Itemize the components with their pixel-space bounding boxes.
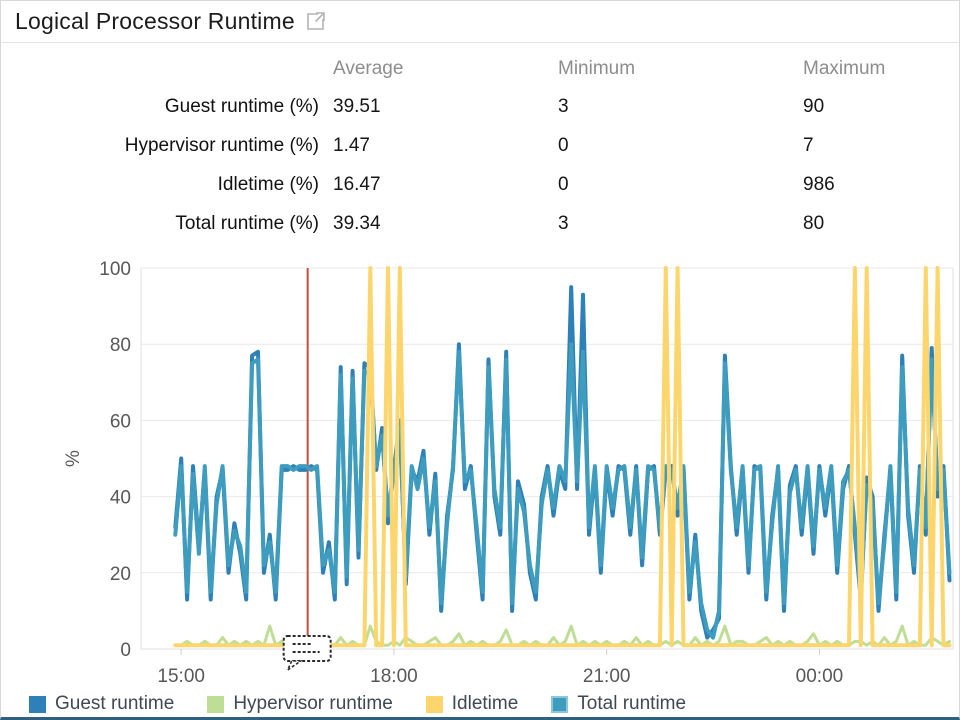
- hypervisor-maximum: 7: [803, 134, 814, 156]
- comment-bubble-tail: [285, 660, 304, 673]
- idletime-minimum: 0: [558, 173, 569, 195]
- chart-legend: Guest runtime Hypervisor runtime Idletime T…: [1, 689, 959, 719]
- legend-swatch: [551, 695, 569, 713]
- y-tick-label: 60: [110, 411, 131, 432]
- y-tick-label: 100: [99, 259, 131, 280]
- y-tick-label: 0: [120, 640, 131, 661]
- y-tick-label: 80: [110, 335, 131, 356]
- row-label: Guest runtime (%): [164, 95, 319, 117]
- stats-header-maximum: Maximum: [803, 58, 886, 79]
- legend-label: Guest runtime: [55, 693, 175, 714]
- hypervisor-average: 1.47: [333, 134, 370, 156]
- legend-item-guest-runtime[interactable]: Guest runtime: [29, 693, 174, 715]
- open-in-new-window-icon[interactable]: [306, 12, 325, 31]
- total-maximum: 80: [803, 212, 825, 234]
- row-label: Hypervisor runtime (%): [124, 134, 319, 156]
- table-row-guest-runtime: Guest runtime (%) 39.51 3 90: [1, 87, 959, 126]
- runtime-chart-area: 0 20 40 60 80 100 15:00 18:00 21:00 00:00%: [1, 249, 959, 689]
- legend-swatch: [29, 695, 46, 713]
- y-axis-title: %: [63, 450, 84, 467]
- series-line-idletime: [173, 266, 952, 648]
- legend-label: Hypervisor runtime: [233, 693, 393, 714]
- guest-maximum: 90: [803, 95, 825, 117]
- x-tick-label: 21:00: [583, 666, 631, 687]
- stats-header-average: Average: [333, 58, 404, 79]
- stats-header-row: Average Minimum Maximum: [1, 51, 959, 87]
- legend-item-idletime[interactable]: Idletime: [425, 693, 519, 715]
- comment-bubble-icon[interactable]: [282, 635, 332, 662]
- total-minimum: 3: [558, 212, 569, 234]
- table-row-hypervisor-runtime: Hypervisor runtime (%) 1.47 0 7: [1, 126, 959, 165]
- series-line-guest-runtime: [173, 285, 952, 640]
- row-label: Idletime (%): [217, 173, 319, 195]
- runtime-line-chart[interactable]: 0 20 40 60 80 100 15:00 18:00 21:00 00:00%: [1, 249, 960, 689]
- total-average: 39.34: [333, 212, 381, 234]
- legend-label: Idletime: [451, 693, 519, 714]
- legend-swatch: [207, 695, 225, 713]
- table-row-total-runtime: Total runtime (%) 39.34 3 80: [1, 204, 959, 243]
- legend-item-total-runtime[interactable]: Total runtime: [551, 693, 686, 715]
- guest-minimum: 3: [558, 95, 569, 117]
- x-tick-label: 15:00: [157, 666, 205, 687]
- x-tick-label: 18:00: [370, 666, 418, 687]
- legend-label: Total runtime: [577, 693, 687, 714]
- idletime-average: 16.47: [333, 173, 381, 195]
- y-tick-label: 40: [110, 488, 131, 509]
- idletime-maximum: 986: [803, 173, 835, 195]
- legend-swatch: [425, 695, 443, 713]
- y-tick-label: 20: [110, 564, 131, 585]
- stats-header-minimum: Minimum: [558, 58, 636, 79]
- series-line-total-runtime: [173, 342, 952, 640]
- row-label: Total runtime (%): [175, 212, 319, 234]
- runtime-stats-table: Average Minimum Maximum Guest runtime (%…: [1, 43, 959, 249]
- legend-item-hypervisor-runtime[interactable]: Hypervisor runtime: [207, 693, 393, 715]
- table-row-idletime: Idletime (%) 16.47 0 986: [1, 165, 959, 204]
- page-title: Logical Processor Runtime: [15, 8, 295, 34]
- hypervisor-minimum: 0: [558, 134, 569, 156]
- guest-average: 39.51: [333, 95, 381, 117]
- x-tick-label: 00:00: [796, 666, 844, 687]
- widget-titlebar: Logical Processor Runtime: [1, 1, 959, 43]
